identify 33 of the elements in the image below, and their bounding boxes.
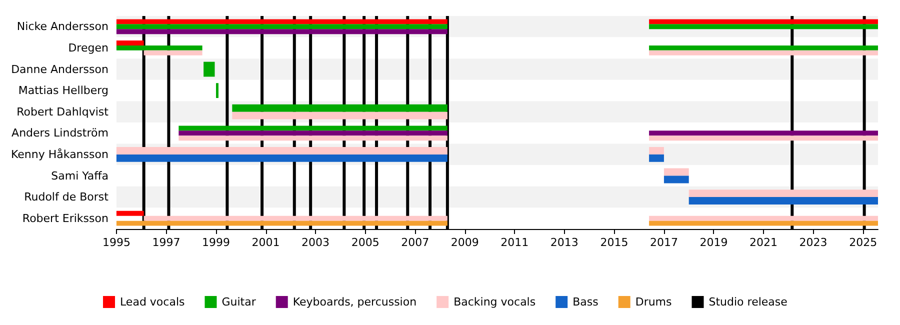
x-tick-label: 1999 (202, 236, 230, 249)
x-tick-label: 2013 (550, 236, 578, 249)
y-tick-label: Dregen (68, 41, 108, 54)
x-tick-label: 1995 (102, 236, 130, 249)
x-tick-label: 2025 (849, 236, 878, 249)
y-tick-label: Robert Eriksson (22, 212, 108, 225)
legend-label: Studio release (708, 296, 788, 308)
y-tick-label: Kenny Håkansson (10, 148, 108, 161)
x-tick-label: 2023 (799, 236, 828, 249)
x-tick-label: 2021 (750, 236, 778, 249)
x-tick-label: 2009 (450, 236, 479, 249)
y-tick-label: Robert Dahlqvist (16, 105, 110, 118)
y-tick-label: Nicke Andersson (16, 20, 108, 34)
x-tick-label: 1997 (152, 236, 180, 249)
x-tick-label: 2011 (500, 236, 529, 249)
x-tick-label: 2001 (252, 236, 280, 249)
y-tick-label: Anders Lindström (12, 126, 108, 140)
y-tick-label: Sami Yaffa (51, 169, 108, 182)
y-tick-label: Rudolf de Borst (24, 190, 110, 204)
legend-label: Backing vocals (454, 296, 536, 308)
legend-label: Guitar (222, 296, 256, 308)
x-tick-label: 2003 (302, 236, 330, 249)
legend-label: Keyboards, percussion (292, 296, 417, 308)
legend-label: Lead vocals (120, 296, 186, 308)
x-tick-label: 2015 (600, 236, 628, 249)
x-tick-label: 2005 (351, 236, 380, 249)
legend-label: Drums (635, 296, 672, 308)
legend-label: Bass (572, 296, 599, 308)
y-tick-label: Danne Andersson (11, 62, 108, 76)
y-tick-label: Mattias Hellberg (18, 84, 108, 98)
x-tick-label: 2019 (700, 236, 728, 249)
x-tick-label: 2007 (401, 236, 430, 249)
x-tick-label: 2017 (650, 236, 678, 249)
